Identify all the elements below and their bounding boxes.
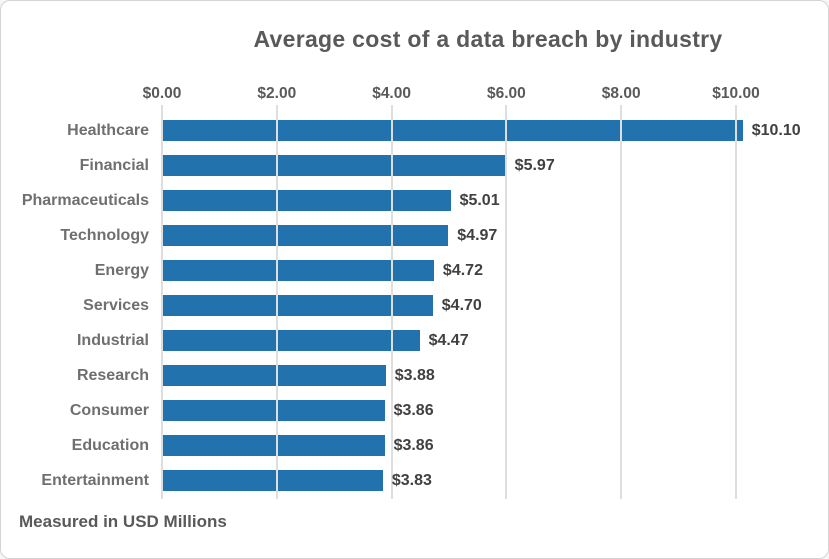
bar xyxy=(163,435,385,456)
category-label: Industrial xyxy=(76,332,149,349)
bar-value-label: $4.97 xyxy=(457,227,498,244)
bar xyxy=(163,190,451,211)
bar-row: $4.47 xyxy=(162,323,816,358)
bar xyxy=(163,120,743,141)
chart-title: Average cost of a data breach by industr… xyxy=(253,26,723,52)
category-axis: Healthcare Financial Pharmaceuticals Techno… xyxy=(1,113,149,499)
category-label: Services xyxy=(83,297,149,314)
x-tick-label: $8.00 xyxy=(601,85,641,102)
bar xyxy=(163,260,434,281)
x-tick-label: $10.00 xyxy=(712,85,760,102)
x-tick-label: $0.00 xyxy=(142,85,182,102)
bar-row: $5.01 xyxy=(162,183,816,218)
plot-area: $10.10 $5.97 $5.01 $4.97 $4.72 $4.70 $4.47 $3.8… xyxy=(161,105,816,499)
category-label: Entertainment xyxy=(41,472,149,489)
bar-row: $3.88 xyxy=(162,358,816,393)
bar-value-label: $3.86 xyxy=(393,402,434,419)
bar-row: $5.97 xyxy=(162,148,816,183)
gridline xyxy=(505,105,508,499)
bar xyxy=(163,470,383,491)
category-label: Healthcare xyxy=(67,122,149,139)
bar-row: $3.86 xyxy=(162,428,816,463)
bar-value-label: $5.01 xyxy=(459,192,500,209)
gridline xyxy=(390,105,393,499)
category-label: Research xyxy=(76,367,149,384)
bar-value-label: $3.86 xyxy=(393,437,434,454)
bar-row: $3.83 xyxy=(162,463,816,498)
bar-row: $3.86 xyxy=(162,393,816,428)
x-tick-label: $4.00 xyxy=(372,85,411,102)
bar-value-label: $5.97 xyxy=(514,157,555,174)
category-label: Energy xyxy=(94,262,149,279)
bar-value-label: $3.83 xyxy=(391,472,432,489)
bar-value-label: $4.70 xyxy=(441,297,482,314)
x-axis: $0.00 $2.00 $4.00 $6.00 $8.00 $10.00 xyxy=(1,85,828,105)
gridline xyxy=(275,105,278,499)
bar xyxy=(163,295,433,316)
bar xyxy=(163,155,506,176)
category-label: Education xyxy=(71,437,149,454)
bar-value-label: $10.10 xyxy=(751,122,801,139)
bar xyxy=(163,400,385,421)
category-label: Consumer xyxy=(69,402,149,419)
bar xyxy=(163,225,449,246)
bar xyxy=(163,365,386,386)
category-label: Pharmaceuticals xyxy=(21,192,149,209)
gridline xyxy=(161,105,163,499)
bar-row: $4.72 xyxy=(162,253,816,288)
x-tick-label: $2.00 xyxy=(257,85,297,102)
gridline xyxy=(620,105,623,499)
category-label: Technology xyxy=(60,227,149,244)
gridline xyxy=(735,105,737,499)
bar-row: $10.10 xyxy=(162,113,816,148)
bar xyxy=(163,330,420,351)
bar-row: $4.97 xyxy=(162,218,816,253)
chart-note: Measured in USD Millions xyxy=(19,512,227,531)
bar-value-label: $4.72 xyxy=(442,262,483,279)
bar-value-label: $4.47 xyxy=(428,332,469,349)
category-label: Financial xyxy=(79,157,149,174)
bar-value-label: $3.88 xyxy=(394,367,435,384)
x-tick-label: $6.00 xyxy=(486,85,526,102)
bar-row: $4.70 xyxy=(162,288,816,323)
